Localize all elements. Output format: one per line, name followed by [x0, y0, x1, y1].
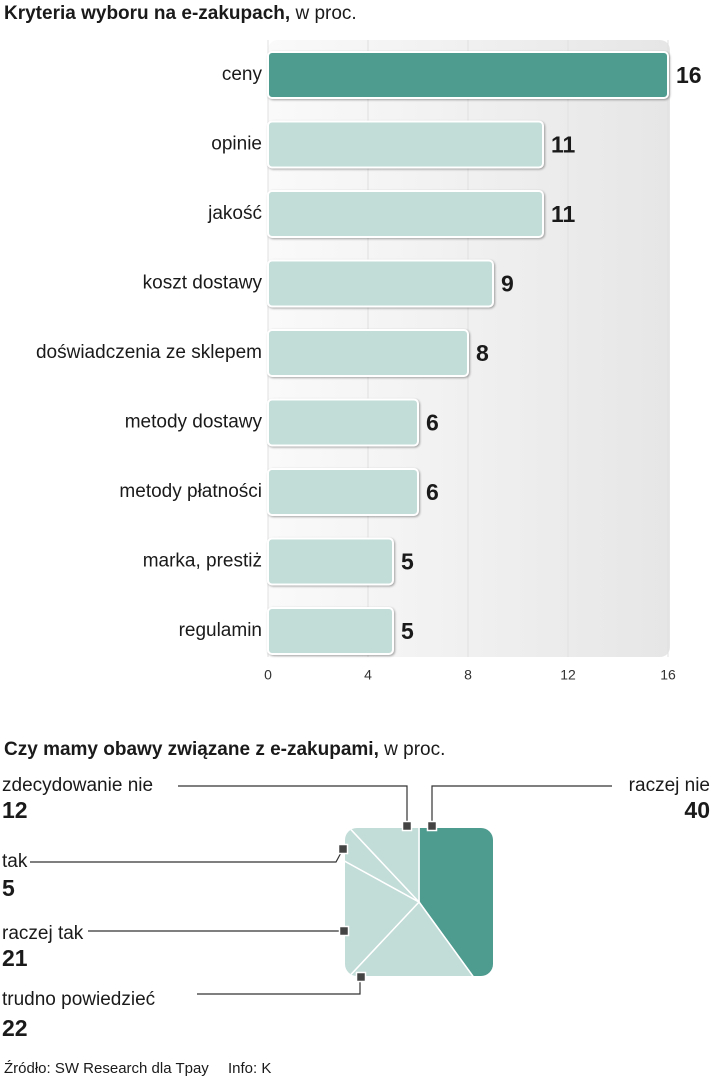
- pie-slice: [345, 900, 493, 976]
- data-label: 8: [476, 340, 489, 366]
- data-label: 11: [551, 132, 576, 158]
- x-tick-label: 8: [464, 667, 472, 683]
- y-tick-label: opinie: [211, 134, 262, 155]
- chart-title: Kryteria wyboru na e-zakupach, w proc.: [4, 3, 357, 24]
- slice-value: 21: [2, 945, 28, 971]
- data-label: 9: [501, 271, 514, 297]
- bar: [267, 537, 394, 586]
- slice-label: zdecydowanie nie: [2, 775, 153, 796]
- data-label: 6: [426, 410, 439, 436]
- x-tick-label: 12: [560, 667, 576, 683]
- data-label: 5: [401, 618, 414, 644]
- data-label: 5: [401, 549, 414, 575]
- x-tick-label: 0: [264, 667, 272, 683]
- leader-line: [30, 848, 344, 863]
- bar: [267, 398, 419, 447]
- y-tick-label: regulamin: [179, 620, 262, 641]
- pie-slice: [418, 828, 493, 976]
- bar: [267, 607, 394, 655]
- slice-value: 12: [2, 797, 28, 823]
- title-unit: w proc.: [383, 739, 445, 760]
- x-tick-label: 16: [660, 667, 676, 683]
- bar: [267, 259, 494, 308]
- title-unit: w proc.: [294, 3, 356, 24]
- chart-title: Czy mamy obawy związane z e-zakupami, w …: [4, 739, 445, 760]
- leader-line: [178, 785, 408, 826]
- bar: [267, 329, 469, 377]
- slice-value: 22: [2, 1015, 28, 1041]
- leader-marker: [337, 843, 349, 855]
- slice-label: tak: [2, 851, 28, 872]
- slice-value: 40: [684, 797, 710, 823]
- leader-line: [431, 785, 612, 826]
- bar: [267, 120, 544, 169]
- y-tick-label: metody dostawy: [125, 412, 263, 433]
- bar: [267, 51, 669, 99]
- leader-line: [197, 977, 361, 995]
- title-bold: Czy mamy obawy związane z e-zakupami,: [4, 739, 379, 760]
- bar: [267, 468, 419, 516]
- y-tick-label: metody płatności: [119, 481, 262, 502]
- data-label: 16: [676, 62, 702, 88]
- y-tick-label: koszt dostawy: [143, 273, 263, 294]
- leader-marker: [426, 820, 438, 832]
- leader-marker: [355, 971, 367, 983]
- title-bold: Kryteria wyboru na e-zakupach,: [4, 3, 290, 24]
- leader-marker: [401, 820, 413, 832]
- data-label: 6: [426, 479, 439, 505]
- pie-slice: [345, 828, 420, 903]
- y-tick-label: doświadczenia ze sklepem: [36, 342, 262, 363]
- x-tick-label: 4: [364, 667, 372, 683]
- bar: [267, 190, 544, 238]
- pie-slice: [345, 828, 420, 904]
- y-tick-label: jakość: [207, 203, 262, 224]
- y-tick-label: marka, prestiż: [143, 551, 262, 572]
- leader-marker: [338, 925, 350, 937]
- slice-label: raczej nie: [629, 775, 710, 796]
- pie-group: [345, 828, 493, 976]
- slice-label: trudno powiedzieć: [2, 989, 155, 1010]
- source: Źródło: SW Research dla Tpay: [4, 1060, 209, 1077]
- y-tick-label: ceny: [222, 64, 263, 85]
- slice-label: raczej tak: [2, 923, 84, 944]
- data-label: 11: [551, 201, 576, 227]
- credit: Info: K: [228, 1060, 271, 1077]
- slice-value: 5: [2, 875, 15, 901]
